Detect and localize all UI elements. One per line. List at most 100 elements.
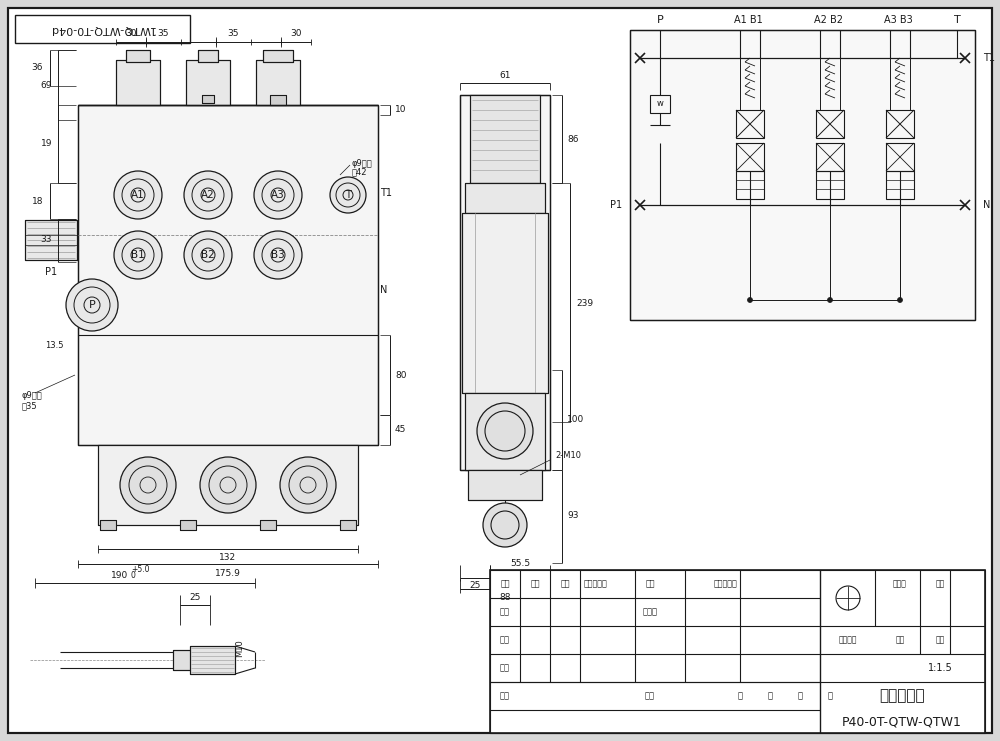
Text: w: w: [657, 99, 663, 108]
Text: 86: 86: [567, 135, 578, 144]
Text: 静良签记: 静良签记: [839, 636, 857, 645]
Text: 审核: 审核: [500, 663, 510, 673]
Bar: [100, 520, 116, 530]
Text: 36: 36: [32, 64, 43, 73]
Bar: [260, 520, 276, 530]
Text: A3: A3: [271, 190, 285, 200]
Circle shape: [200, 457, 256, 513]
Bar: [98, 445, 358, 525]
Text: 比例: 比例: [935, 636, 945, 645]
Text: P1: P1: [45, 267, 57, 277]
Bar: [470, 95, 540, 183]
Bar: [100, 520, 116, 530]
Circle shape: [477, 403, 533, 459]
Bar: [650, 95, 670, 113]
Text: T1: T1: [380, 188, 392, 198]
Text: 132: 132: [219, 554, 237, 562]
Text: N: N: [380, 285, 387, 295]
Bar: [340, 520, 356, 530]
Text: 重量: 重量: [895, 636, 905, 645]
Bar: [270, 95, 286, 105]
Circle shape: [254, 231, 302, 279]
Bar: [630, 30, 975, 320]
Circle shape: [483, 503, 527, 547]
Bar: [630, 30, 975, 320]
Circle shape: [184, 231, 232, 279]
Bar: [15, 15, 190, 43]
Text: 55.5: 55.5: [510, 559, 530, 568]
Text: A3 B3: A3 B3: [884, 15, 912, 25]
Text: N: N: [983, 200, 990, 210]
Bar: [816, 110, 844, 138]
Bar: [126, 50, 150, 62]
Text: 13.5: 13.5: [45, 341, 64, 350]
Text: T: T: [954, 15, 960, 25]
Bar: [886, 110, 914, 138]
Text: 35: 35: [227, 30, 239, 39]
Text: 批准: 批准: [645, 691, 655, 700]
Bar: [460, 95, 550, 470]
Text: 25: 25: [189, 593, 201, 602]
Bar: [198, 50, 218, 62]
Bar: [462, 213, 548, 393]
Text: 张: 张: [768, 691, 772, 700]
Text: B3: B3: [271, 250, 285, 260]
Text: 35: 35: [157, 30, 169, 39]
Text: 签名: 签名: [645, 579, 655, 588]
Bar: [465, 183, 545, 213]
Bar: [180, 520, 196, 530]
Text: A2: A2: [201, 190, 215, 200]
Text: 239: 239: [576, 299, 593, 308]
Bar: [25, 220, 77, 260]
Text: φ9通孔: φ9通孔: [22, 391, 43, 399]
Bar: [126, 50, 150, 62]
Bar: [886, 171, 914, 199]
Bar: [98, 445, 358, 525]
Circle shape: [330, 177, 366, 213]
Text: T1: T1: [983, 53, 995, 63]
Circle shape: [280, 457, 336, 513]
Bar: [116, 60, 160, 105]
Text: P: P: [89, 300, 95, 310]
Bar: [816, 171, 844, 199]
Circle shape: [898, 297, 902, 302]
Text: P40-0T-QTW-QTW1: P40-0T-QTW-QTW1: [842, 716, 962, 728]
Bar: [202, 95, 214, 103]
Bar: [78, 105, 378, 445]
Bar: [490, 570, 985, 733]
Text: 25: 25: [469, 582, 481, 591]
Bar: [465, 183, 545, 213]
Circle shape: [120, 457, 176, 513]
Text: 工艺: 工艺: [500, 691, 510, 700]
Text: T: T: [345, 190, 351, 200]
Text: 88: 88: [499, 593, 511, 602]
Text: A2 B2: A2 B2: [814, 15, 842, 25]
Bar: [816, 143, 844, 171]
Circle shape: [114, 171, 162, 219]
Text: 19: 19: [40, 139, 52, 148]
Text: 标准化: 标准化: [642, 608, 658, 617]
Text: 年、月、日: 年、月、日: [713, 579, 737, 588]
Text: 93: 93: [567, 511, 578, 520]
Text: 190: 190: [111, 571, 129, 579]
Text: B2: B2: [201, 250, 215, 260]
Bar: [736, 143, 764, 171]
Bar: [256, 60, 300, 105]
Bar: [173, 650, 191, 670]
Text: 30: 30: [125, 30, 137, 39]
Text: P1: P1: [610, 200, 622, 210]
Text: 高35: 高35: [22, 402, 38, 411]
Text: 类型: 类型: [935, 579, 945, 588]
Bar: [173, 650, 191, 670]
Text: 100: 100: [567, 416, 584, 425]
Bar: [186, 60, 230, 105]
Bar: [202, 95, 214, 103]
Text: 数量: 数量: [530, 579, 540, 588]
Bar: [736, 171, 764, 199]
Text: 分区: 分区: [560, 579, 570, 588]
Circle shape: [114, 231, 162, 279]
Circle shape: [748, 297, 753, 302]
Bar: [78, 105, 378, 445]
Text: 三联多路阀: 三联多路阀: [879, 688, 925, 703]
Bar: [470, 95, 540, 183]
